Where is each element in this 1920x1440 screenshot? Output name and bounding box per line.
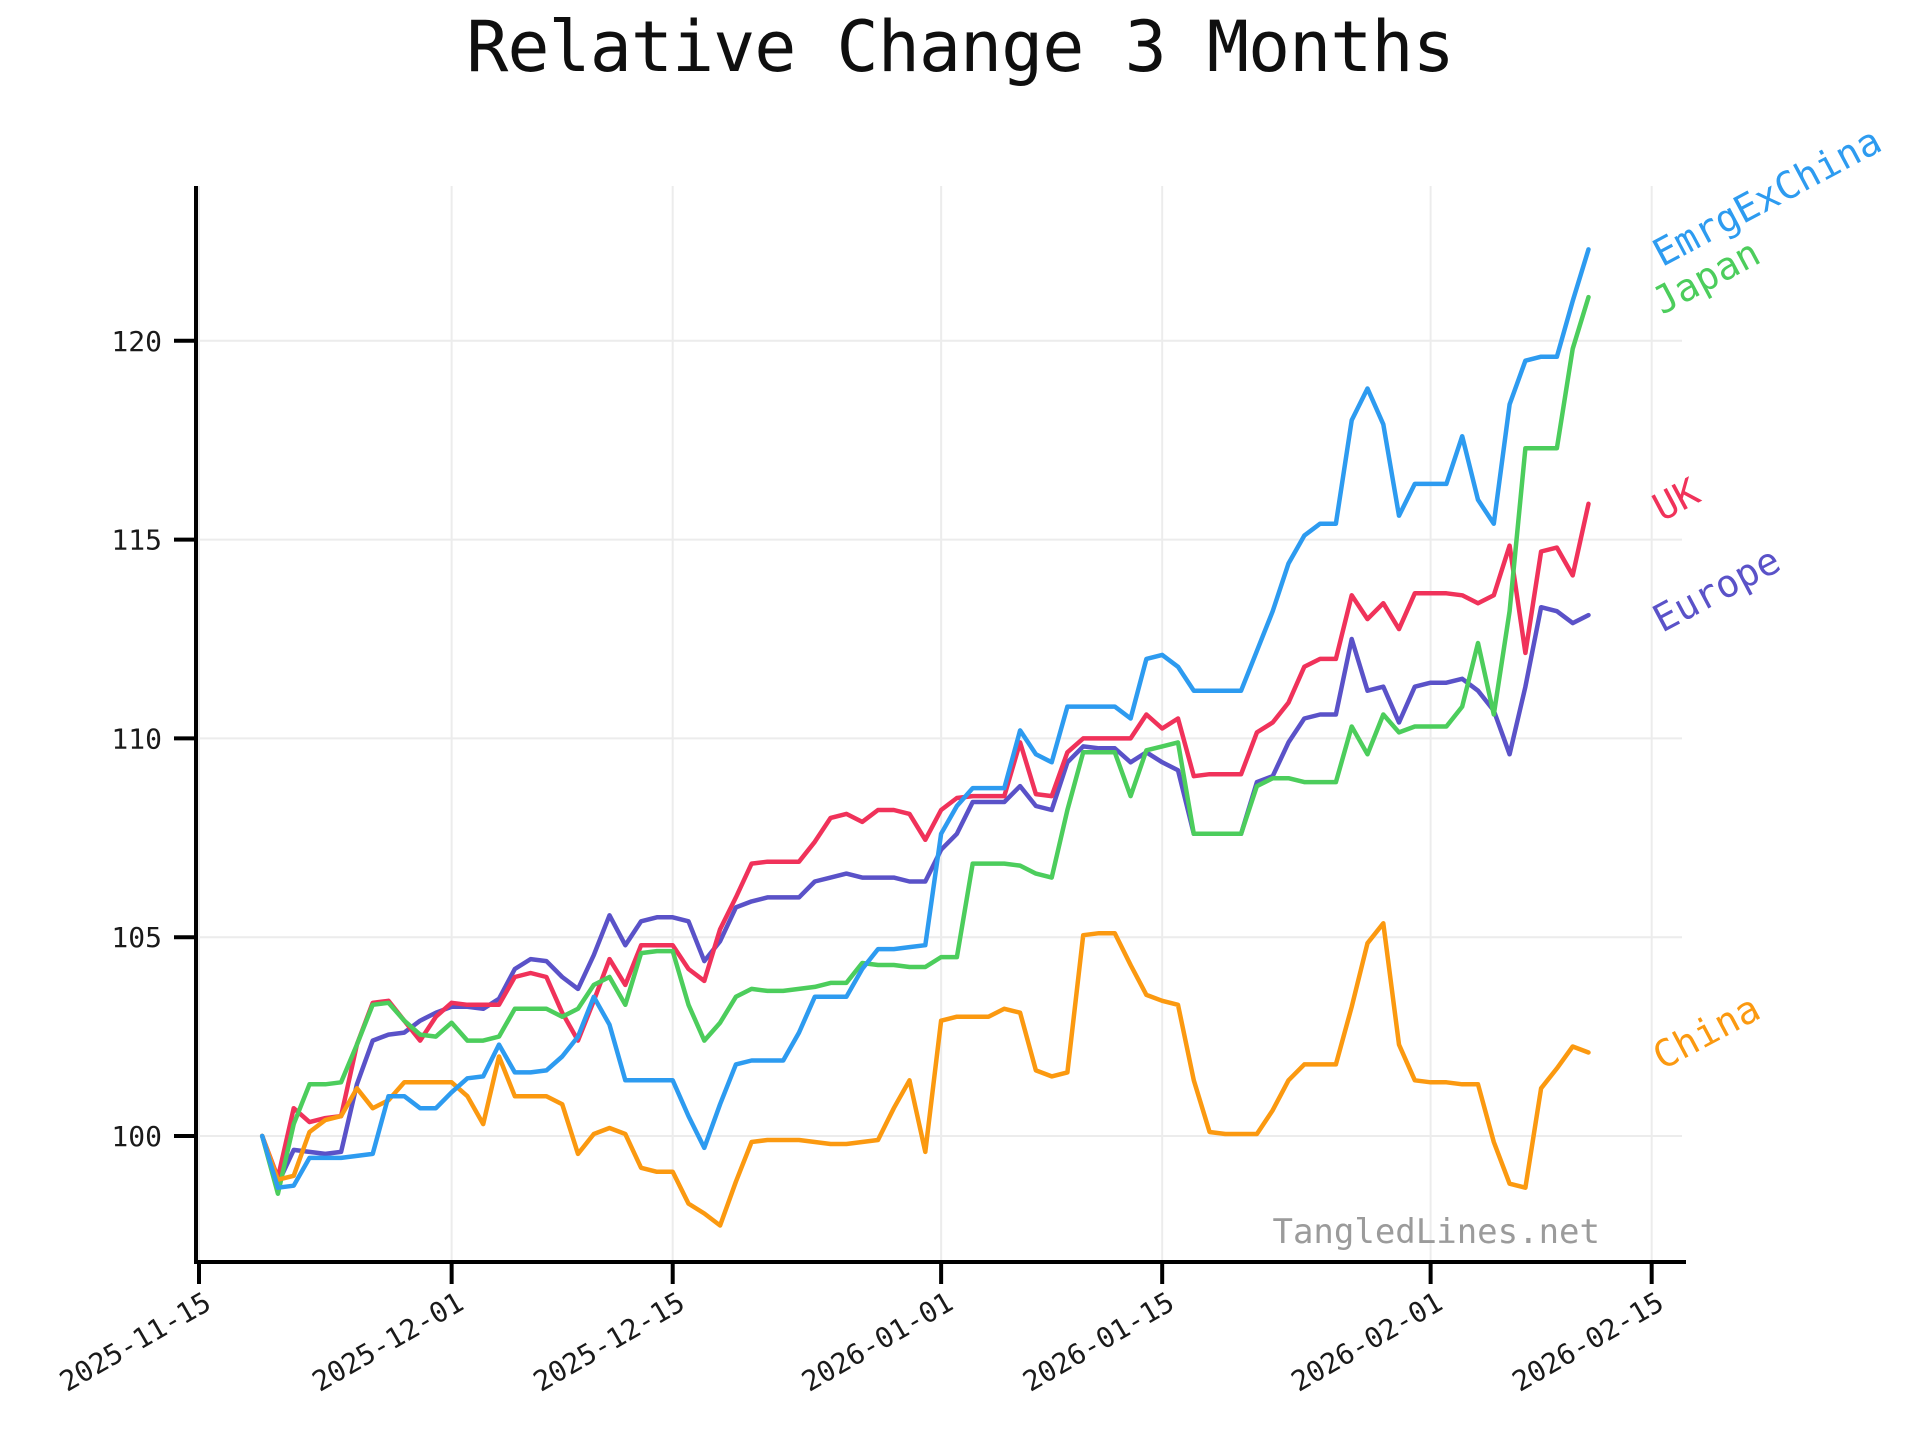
y-tick-label: 115 — [111, 524, 162, 557]
x-tick-label: 2026-01-15 — [1017, 1285, 1179, 1398]
x-tick-label: 2026-02-01 — [1286, 1285, 1448, 1398]
x-tick-label: 2025-12-01 — [307, 1285, 469, 1398]
series-line-EmrgExChina — [259, 247, 1591, 1190]
y-tick-label: 110 — [111, 722, 162, 755]
y-tick-label: 120 — [111, 325, 162, 358]
series-label-EmrgExChina: EmrgExChina — [1646, 118, 1889, 275]
series-label-Europe: Europe — [1646, 538, 1788, 641]
x-tick-label: 2025-12-15 — [528, 1285, 690, 1398]
x-tick-label: 2026-01-01 — [796, 1285, 958, 1398]
series-label-UK: UK — [1646, 469, 1707, 529]
y-tick-label: 100 — [111, 1120, 162, 1153]
watermark-text: TangledLines.net — [1272, 1212, 1600, 1252]
x-tick-label: 2025-11-15 — [54, 1285, 216, 1398]
series-line-China — [259, 921, 1591, 1228]
y-tick-label: 105 — [111, 921, 162, 954]
series-line-Japan — [259, 294, 1591, 1196]
series-label-China: China — [1646, 986, 1768, 1079]
series-line-Europe — [259, 604, 1591, 1186]
chart-title: Relative Change 3 Months — [466, 6, 1454, 88]
series-line-UK — [259, 501, 1591, 1180]
x-tick-label: 2026-02-15 — [1507, 1285, 1669, 1398]
